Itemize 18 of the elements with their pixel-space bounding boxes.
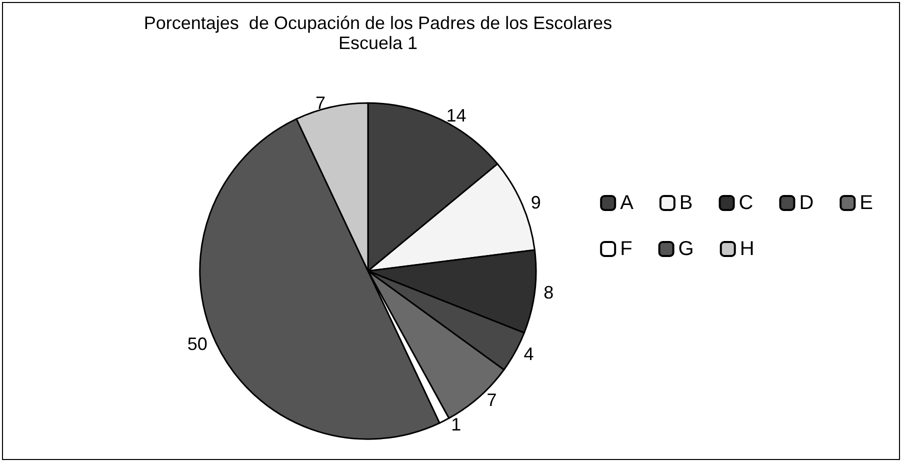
data-label: 14 [446,105,466,126]
data-label: 8 [544,282,554,303]
data-label: 9 [530,192,541,213]
chart-title: Porcentajes de Ocupación de los Padres de los Escolares [144,13,612,33]
legend-label: E [860,192,874,214]
data-label: 7 [486,390,497,410]
data-label: 4 [524,344,534,364]
legend-label: G [678,238,694,260]
legend-label: H [740,238,754,260]
legend-label: F [620,238,632,260]
data-label: 50 [187,334,208,354]
legend-label: A [620,192,634,214]
chart-subtitle: Escuela 1 [338,33,418,53]
data-label: 7 [315,93,326,114]
legend-label: B [679,192,693,214]
data-label: 1 [451,414,462,434]
legend-label: C [738,192,754,214]
legend-label: D [799,192,814,214]
